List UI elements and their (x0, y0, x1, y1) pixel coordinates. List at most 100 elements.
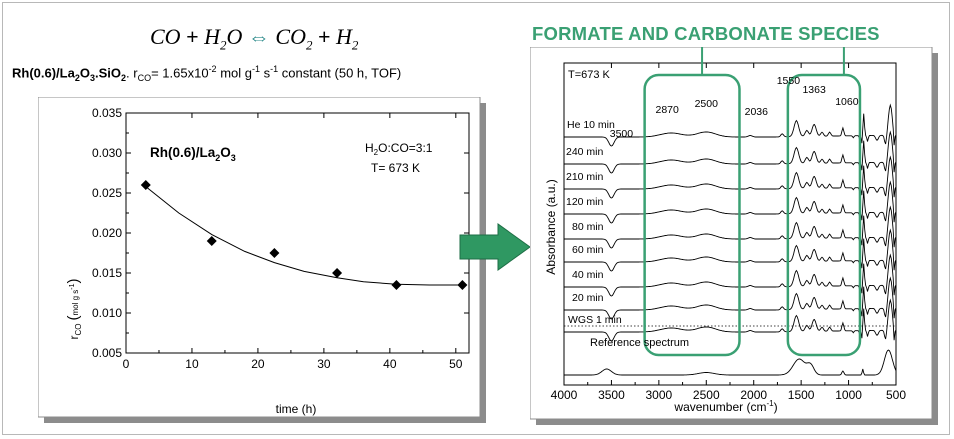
ftir-highlight-box (643, 73, 741, 357)
ftir-series-line (564, 253, 897, 297)
ftir-reference-line (564, 349, 897, 376)
eq-plus-2: + (317, 24, 331, 49)
rate-x-axis-label: time (h) (276, 402, 317, 416)
rate-prefix: . r (126, 65, 138, 81)
ftir-reference-label: Reference spectrum (590, 337, 689, 349)
eq-h-sub: 2 (220, 37, 227, 53)
rate-x-tick-label: 50 (449, 357, 463, 371)
ftir-peak-label: 2036 (745, 106, 769, 118)
eq-h: H (204, 24, 220, 49)
catalyst-sub-2: 3 (89, 72, 95, 83)
ftir-x-tick-label: 4000 (551, 388, 578, 402)
ftir-peak-label: 1363 (802, 84, 826, 96)
ftir-x-tick-label: 2500 (693, 388, 720, 402)
rate-exp-3: -1 (270, 64, 279, 74)
rate-y-tick-label: 0.030 (92, 146, 122, 160)
rate-y-tick-label: 0.020 (92, 226, 122, 240)
ftir-peak-label: 3500 (610, 128, 634, 140)
catalyst-sub-1: 2 (74, 72, 80, 83)
rate-x-tick-label: 0 (123, 357, 130, 371)
rate-panel-label: Rh(0.6)/La2O3 (150, 145, 236, 163)
ftir-series-label: 210 min (566, 171, 604, 183)
eq-plus-1: + (186, 24, 199, 49)
rate-units-2: s (260, 65, 271, 81)
eq-o: O (226, 24, 243, 49)
ftir-series-line (564, 276, 897, 320)
catalyst-caption: Rh(0.6)/La2O3.SiO2. rCO= 1.65x10-2 mol g… (12, 64, 401, 83)
ftir-series-label: 60 min (572, 244, 604, 256)
rate-y-tick-label: 0.005 (92, 346, 122, 360)
ftir-series-line (564, 298, 897, 342)
ftir-series-line (564, 228, 897, 272)
rate-x-tick-label: 20 (251, 357, 265, 371)
rate-x-tick-label: 40 (383, 357, 397, 371)
transition-arrow-icon (459, 223, 531, 271)
rate-y-axis-label: rCO(mol g s-1) (65, 278, 83, 339)
catalyst-o: O (79, 65, 90, 81)
ftir-series-label: 120 min (566, 196, 604, 208)
rate-x-tick-label: 10 (185, 357, 199, 371)
catalyst-name: Rh(0.6)/La (12, 65, 75, 81)
ftir-panel (530, 47, 933, 420)
ftir-x-tick-label: 1500 (788, 388, 815, 402)
rate-data-point (269, 248, 280, 258)
ftir-series-line (564, 103, 897, 147)
rate-exp-1: -2 (208, 64, 217, 74)
reaction-equation: CO + H2O ⇔ CO2 + H2 (150, 24, 358, 53)
ftir-series-line (564, 180, 897, 224)
ftir-temperature: T=673 K (568, 69, 611, 81)
eq-equilibrium-arrow: ⇔ (247, 24, 270, 49)
ftir-series-label: 20 min (572, 292, 604, 304)
rate-fit-curve (145, 186, 463, 286)
ftir-highlight-box (786, 73, 862, 357)
ftir-series-label: 80 min (572, 221, 604, 233)
ftir-x-tick-label: 3500 (598, 388, 625, 402)
ftir-series-line (564, 155, 897, 199)
ftir-peak-label: 1060 (835, 96, 859, 108)
ftir-peak-label: 2870 (656, 104, 680, 116)
rate-data-point (206, 236, 217, 246)
ftir-series-label: 240 min (566, 146, 604, 158)
ftir-peak-label: 1550 (777, 75, 801, 87)
ftir-series-line (564, 130, 897, 174)
ftir-plot-area: 4000 3500 3000 2500 2000 1500 1000 500 He 10 min… (551, 47, 906, 402)
rate-conditions-temperature: T= 673 K (371, 161, 420, 175)
rate-y-tick-label: 0.025 (92, 186, 122, 200)
ftir-x-tick-label: 3000 (646, 388, 673, 402)
rate-y-tick-label: 0.010 (92, 306, 122, 320)
ftir-series-label: WGS 1 min (568, 314, 622, 326)
rate-data-point (457, 280, 468, 290)
rate-value: = 1.65x10 (151, 65, 209, 81)
rate-data-point (332, 268, 343, 278)
rate-y-tick-label: 0.015 (92, 266, 122, 280)
rate-suffix: constant (50 h, TOF) (278, 65, 402, 81)
ftir-title: FORMATE AND CARBONATE SPECIES (532, 23, 880, 44)
eq-h2-sub: 2 (351, 37, 359, 53)
rate-data-point (391, 280, 402, 290)
rate-plot-area: 0 10 20 30 40 50 0.005 0.010 0.015 0.020 0.025 0.03… (92, 106, 470, 371)
ftir-peak-label: 2500 (695, 98, 719, 110)
rate-sub: CO (137, 72, 152, 83)
ftir-x-tick-label: 500 (886, 388, 906, 402)
arrow-shape (459, 223, 531, 271)
ftir-x-tick-label: 1000 (835, 388, 862, 402)
ftir-series-line (564, 205, 897, 249)
eq-co: CO (150, 24, 181, 49)
ftir-series-label: He 10 min (567, 119, 615, 131)
ftir-chart: 4000 3500 3000 2500 2000 1500 1000 500 He 10 min… (530, 47, 938, 425)
eq-co2: CO (275, 24, 306, 49)
rate-exp-2: -1 (251, 64, 260, 74)
rate-data-point (140, 180, 151, 190)
eq-co2-sub: 2 (305, 37, 313, 53)
ftir-y-axis-label: Absorbance (a.u.) (544, 179, 558, 274)
ftir-x-tick-label: 2000 (740, 388, 767, 402)
rate-conditions-ratio: H2O:CO=3:1 (365, 141, 433, 157)
rate-x-tick-label: 30 (317, 357, 331, 371)
rate-chart: 0 10 20 30 40 50 0.005 0.010 0.015 0.020 0.025 0.03… (38, 97, 486, 423)
rate-units: mol g (216, 65, 252, 81)
rate-y-tick-label: 0.035 (92, 106, 122, 120)
eq-h2: H (336, 24, 352, 49)
catalyst-sub-3: 2 (121, 72, 127, 83)
